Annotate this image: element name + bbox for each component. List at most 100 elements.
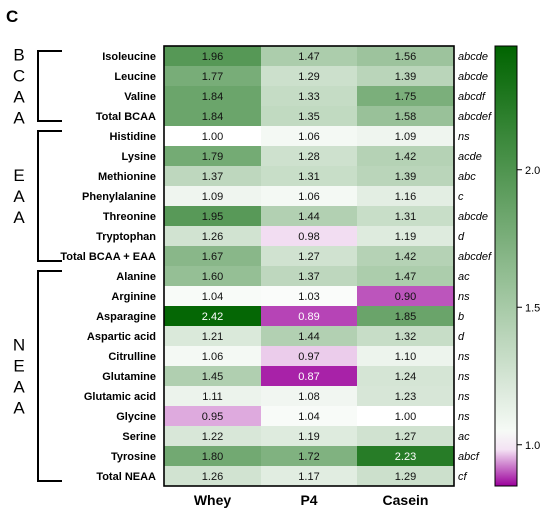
cell-value: 1.19 xyxy=(395,231,416,243)
column-label: Whey xyxy=(194,492,232,508)
significance-label: ac xyxy=(458,271,470,283)
colorbar-tick-label: 1.5 xyxy=(525,302,540,314)
cell-value: 1.44 xyxy=(298,331,319,343)
cell-value: 1.96 xyxy=(202,51,223,63)
heatmap-cell xyxy=(164,306,261,326)
significance-label: abcdef xyxy=(458,111,492,123)
significance-label: ns xyxy=(458,351,470,363)
group-letter: A xyxy=(13,208,25,227)
heatmap-cell xyxy=(164,86,261,106)
column-label: P4 xyxy=(300,492,317,508)
group-letter: E xyxy=(13,166,24,185)
significance-label: cf xyxy=(458,471,468,483)
group-bracket xyxy=(37,130,62,262)
heatmap-cell xyxy=(164,206,261,226)
heatmap-cell xyxy=(261,226,357,246)
cell-value: 0.98 xyxy=(298,231,319,243)
cell-value: 1.06 xyxy=(298,191,319,203)
cell-value: 1.39 xyxy=(395,171,416,183)
panel-label: C xyxy=(6,7,18,26)
cell-value: 1.37 xyxy=(202,171,223,183)
cell-value: 1.32 xyxy=(395,331,416,343)
row-label: Glutamine xyxy=(102,371,156,383)
heatmap-cell xyxy=(164,46,261,66)
heatmap-cell xyxy=(164,446,261,466)
cell-value: 1.16 xyxy=(395,191,416,203)
heatmap-cell xyxy=(261,446,357,466)
cell-value: 1.17 xyxy=(298,471,319,483)
row-label: Aspartic acid xyxy=(87,331,156,343)
heatmap-cell xyxy=(261,86,357,106)
row-label: Citrulline xyxy=(108,351,156,363)
cell-value: 1.09 xyxy=(395,131,416,143)
significance-labels: abcde abcde abcdf abcdef ns acde abc c abcde d abc… xyxy=(458,51,492,483)
cell-value: 1.04 xyxy=(298,411,319,423)
heatmap-cell xyxy=(164,426,261,446)
cell-value: 0.97 xyxy=(298,351,319,363)
heatmap-cell xyxy=(357,346,454,366)
cell-value: 1.08 xyxy=(298,391,319,403)
significance-label: ns xyxy=(458,391,470,403)
row-label: Threonine xyxy=(103,211,156,223)
significance-label: abcdef xyxy=(458,251,492,263)
row-label: Alanine xyxy=(116,271,156,283)
cell-value: 1.42 xyxy=(395,251,416,263)
heatmap-cell xyxy=(164,286,261,306)
cell-value: 1.29 xyxy=(395,471,416,483)
heatmap-cell xyxy=(261,266,357,286)
cell-value: 0.95 xyxy=(202,411,223,423)
cell-value: 1.58 xyxy=(395,111,416,123)
cell-value: 1.31 xyxy=(298,171,319,183)
cell-value: 1.31 xyxy=(395,211,416,223)
cell-value: 2.42 xyxy=(202,311,223,323)
cell-value: 1.72 xyxy=(298,451,319,463)
heatmap-cell xyxy=(261,346,357,366)
heatmap-cell xyxy=(357,106,454,126)
row-label: Total BCAA + EAA xyxy=(60,251,156,263)
heatmap-cell xyxy=(357,386,454,406)
cell-value: 0.89 xyxy=(298,311,319,323)
heatmap-cell xyxy=(357,266,454,286)
cell-value: 1.27 xyxy=(395,431,416,443)
cell-value: 1.29 xyxy=(298,71,319,83)
cell-value: 1.95 xyxy=(202,211,223,223)
group-letter: E xyxy=(13,357,24,376)
significance-label: abcde xyxy=(458,71,488,83)
significance-label: abcde xyxy=(458,51,488,63)
group-letter: A xyxy=(13,187,25,206)
heatmap-cell xyxy=(357,466,454,486)
row-label: Histidine xyxy=(110,131,156,143)
heatmap-cell xyxy=(261,326,357,346)
heatmap-cell xyxy=(357,426,454,446)
heatmap-cell xyxy=(357,146,454,166)
cell-value: 1.47 xyxy=(298,51,319,63)
heatmap-cell xyxy=(261,66,357,86)
significance-label: ns xyxy=(458,291,470,303)
cell-value: 1.47 xyxy=(395,271,416,283)
heatmap-cell xyxy=(164,226,261,246)
heatmap-cell xyxy=(261,386,357,406)
row-label: Serine xyxy=(122,431,156,443)
heatmap-cell xyxy=(357,306,454,326)
heatmap-cell xyxy=(164,326,261,346)
row-label: Phenylalanine xyxy=(82,191,156,203)
cell-value: 1.80 xyxy=(202,451,223,463)
heatmap-cell xyxy=(164,386,261,406)
significance-label: ns xyxy=(458,371,470,383)
cell-value: 1.42 xyxy=(395,151,416,163)
heatmap-cell xyxy=(261,186,357,206)
cell-value: 1.09 xyxy=(202,191,223,203)
cell-value: 1.23 xyxy=(395,391,416,403)
heatmap-cell xyxy=(261,426,357,446)
cell-value: 1.75 xyxy=(395,91,416,103)
significance-label: abcdf xyxy=(458,91,486,103)
cell-value: 1.84 xyxy=(202,111,223,123)
heatmap-cell xyxy=(357,446,454,466)
group-letter: B xyxy=(13,46,24,65)
cell-value: 1.24 xyxy=(395,371,416,383)
cell-value: 1.06 xyxy=(202,351,223,363)
heatmap-cell xyxy=(357,86,454,106)
cell-value: 1.00 xyxy=(202,131,223,143)
row-label: Methionine xyxy=(98,171,156,183)
heatmap-cell xyxy=(164,266,261,286)
